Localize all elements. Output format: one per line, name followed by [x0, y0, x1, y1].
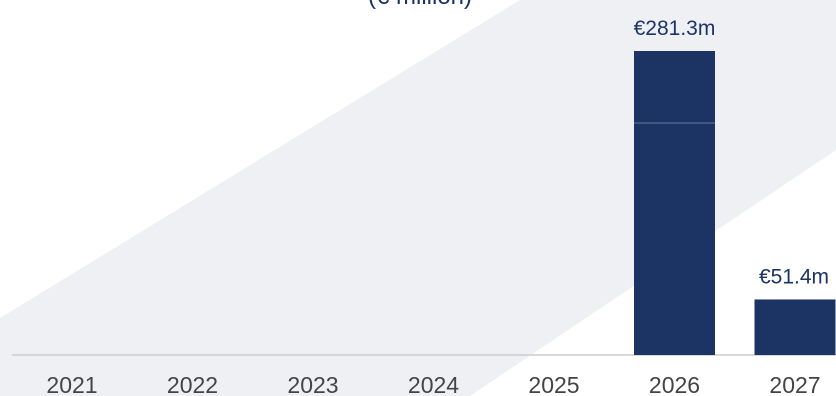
bar-2026 — [634, 51, 715, 355]
data-labels: €281.3m €51.4m — [634, 17, 829, 288]
chart-subtitle: (€ million) — [368, 0, 472, 10]
x-tick-label-2025: 2025 — [528, 372, 579, 396]
x-tick-label-2024: 2024 — [408, 372, 459, 396]
x-tick-label-2021: 2021 — [46, 372, 97, 396]
data-label-2026: €281.3m — [634, 17, 716, 40]
data-label-2027: €51.4m — [759, 265, 829, 288]
x-tick-label-2022: 2022 — [167, 372, 218, 396]
x-axis-ticks: 2021 2022 2023 2024 2025 2026 2027 — [46, 372, 820, 396]
bars — [634, 51, 836, 355]
x-tick-label-2023: 2023 — [287, 372, 338, 396]
bar-2027 — [754, 299, 836, 355]
x-tick-label-2027: 2027 — [769, 372, 820, 396]
x-tick-label-2026: 2026 — [649, 372, 700, 396]
